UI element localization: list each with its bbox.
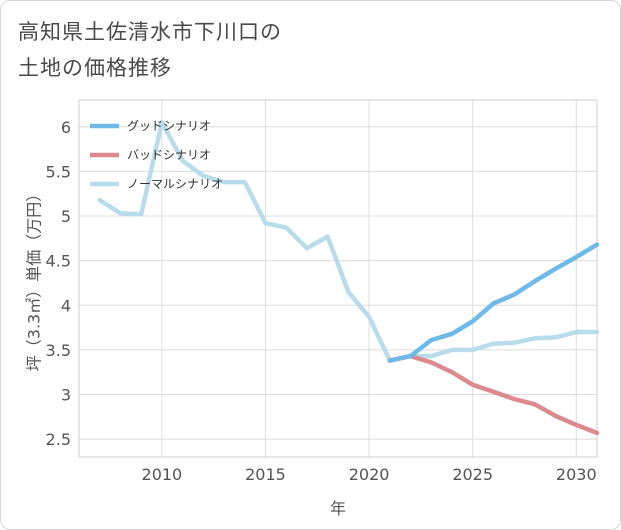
legend-label: グッドシナリオ bbox=[127, 119, 211, 133]
x-tick-label: 2025 bbox=[452, 465, 493, 484]
series-lines bbox=[97, 120, 600, 436]
y-tick-label: 5.5 bbox=[46, 162, 71, 181]
plot-border bbox=[78, 99, 598, 458]
series-line-1 bbox=[387, 353, 600, 436]
y-tick-label: 6 bbox=[61, 118, 71, 137]
series-line-0 bbox=[387, 242, 600, 363]
x-tick-label: 2010 bbox=[142, 465, 183, 484]
y-tick-label: 3.5 bbox=[46, 341, 71, 360]
chart-title-line2: 土地の価格推移 bbox=[18, 56, 172, 80]
y-tick-label: 2.5 bbox=[46, 430, 71, 449]
legend-label: バッドシナリオ bbox=[127, 148, 211, 162]
grid-lines bbox=[79, 100, 597, 457]
y-tick-label: 5 bbox=[61, 207, 71, 226]
y-tick-label: 4 bbox=[61, 296, 71, 315]
x-tick-label: 2015 bbox=[245, 465, 286, 484]
chart-title: 高知県土佐清水市下川口の 土地の価格推移 bbox=[18, 14, 282, 86]
chart-title-line1: 高知県土佐清水市下川口の bbox=[18, 20, 282, 44]
y-axis-label: 坪（3.3㎡）単価（万円） bbox=[25, 186, 44, 371]
y-tick-label: 4.5 bbox=[46, 252, 71, 271]
series-line-2 bbox=[97, 120, 600, 363]
legend-label: ノーマルシナリオ bbox=[127, 177, 223, 191]
x-axis-label: 年 bbox=[330, 499, 346, 518]
y-tick-label: 3 bbox=[61, 386, 71, 405]
tick-labels: 2010 2015 2020 2025 2030 2.5 3 3.5 4 4.5 5 5.5 6 bbox=[46, 118, 597, 484]
x-tick-label: 2020 bbox=[349, 465, 390, 484]
x-tick-label: 2030 bbox=[556, 465, 597, 484]
